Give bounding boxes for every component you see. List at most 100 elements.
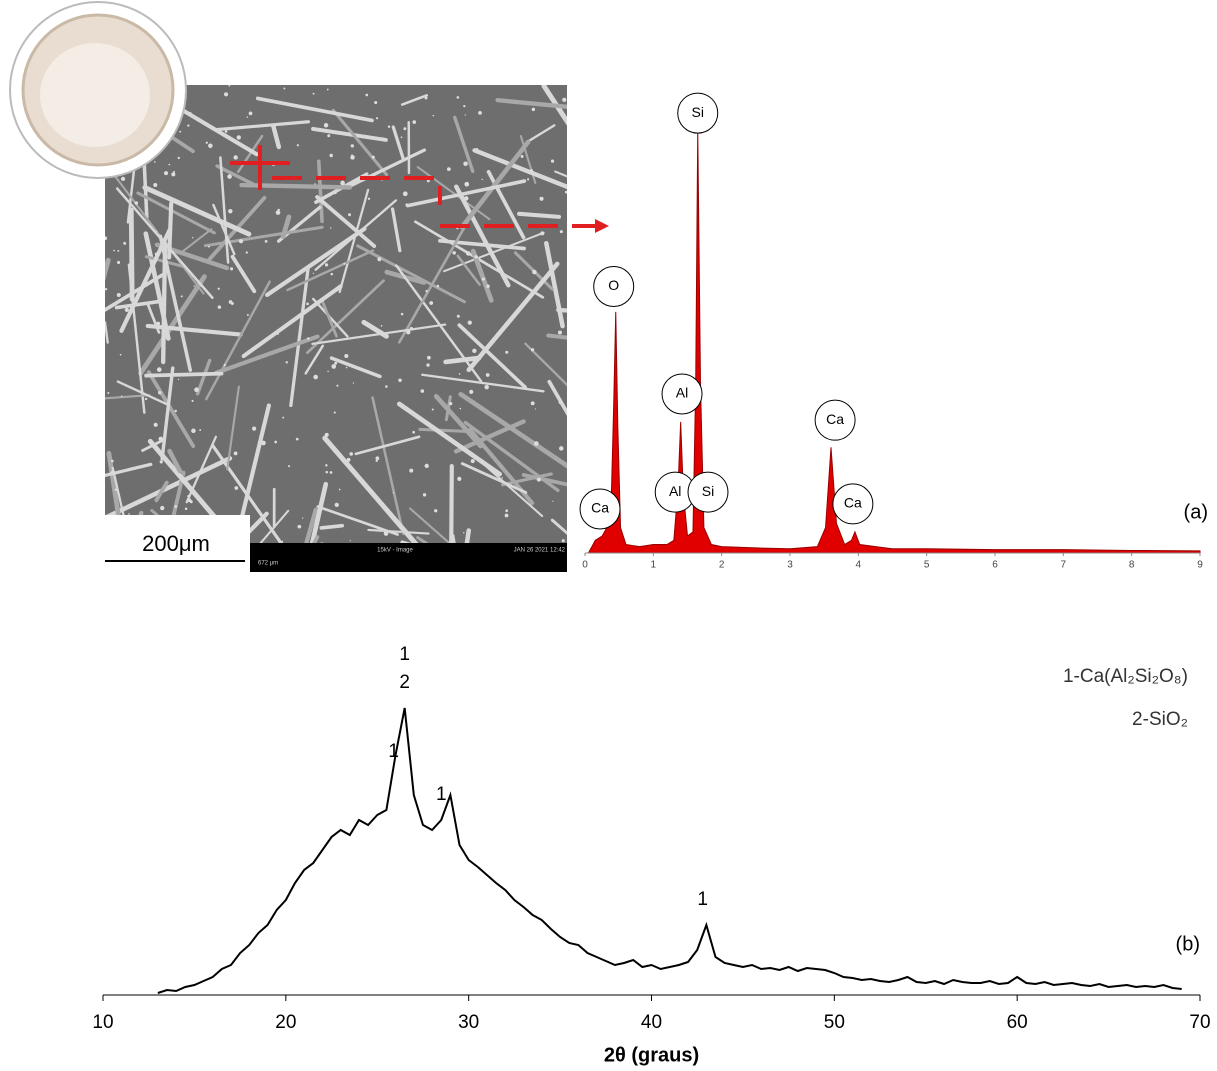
sem-particle (288, 465, 290, 467)
sem-particle (160, 460, 163, 463)
sem-particle (105, 288, 107, 290)
x-tick-label: 20 (275, 1012, 296, 1033)
sem-particle (325, 433, 329, 437)
sem-particle (335, 503, 339, 507)
sem-particle (330, 471, 333, 474)
sem-particle (206, 142, 208, 144)
sem-particle (409, 469, 413, 473)
peak-label: 1 (697, 889, 708, 910)
sem-particle (249, 112, 253, 116)
sem-particle (230, 267, 233, 270)
sem-particle (155, 252, 159, 256)
sem-particle (265, 240, 268, 243)
sem-particle (327, 89, 329, 91)
sem-particle (481, 179, 482, 180)
sample-powder (40, 43, 150, 147)
sem-particle (540, 231, 544, 235)
sem-particle (218, 288, 220, 290)
sem-particle (156, 230, 157, 231)
x-tick-label: 3 (787, 560, 793, 571)
peak-label: 2 (399, 672, 410, 693)
sem-particle (208, 144, 213, 149)
sem-particle (447, 167, 451, 171)
sem-particle (113, 250, 115, 252)
sem-particle (283, 88, 285, 90)
sem-particle (412, 431, 415, 434)
sem-particle (401, 136, 403, 138)
sem-particle (551, 160, 554, 163)
sem-particle (181, 295, 183, 297)
sem-particle (537, 478, 541, 482)
legend-entry: 2-SiO₂ (1132, 709, 1188, 730)
sem-particle (398, 378, 402, 382)
sem-fibre (558, 310, 689, 318)
sem-particle (145, 398, 147, 400)
sem-particle (190, 112, 192, 114)
sem-particle (374, 101, 377, 104)
sem-particle (486, 285, 490, 289)
peak-label: Ca (844, 495, 862, 511)
sem-particle (469, 390, 473, 394)
sem-particle (174, 505, 177, 508)
sem-particle (344, 354, 348, 358)
sem-particle (297, 525, 301, 529)
sem-particle (393, 492, 394, 493)
sem-particle (228, 209, 232, 213)
sem-particle (531, 401, 535, 405)
sem-particle (425, 464, 429, 468)
sem-particle (565, 191, 568, 194)
peak-label: Si (702, 483, 714, 499)
x-tick-label: 60 (1007, 1012, 1028, 1033)
sem-particle (107, 392, 109, 394)
sem-particle (222, 133, 223, 134)
peak-label: 1 (388, 741, 399, 762)
sem-particle (478, 111, 482, 115)
sem-particle (117, 250, 119, 252)
sem-particle (540, 197, 544, 201)
sem-particle (505, 514, 509, 518)
sem-particle (489, 172, 491, 174)
sem-particle (174, 410, 176, 412)
sem-particle (324, 123, 328, 127)
sem-particle (471, 459, 475, 463)
peak-label: Al (669, 483, 681, 499)
sem-particle (405, 203, 408, 206)
sem-particle (247, 314, 249, 316)
sem-particle (282, 417, 284, 419)
sem-particle (560, 230, 563, 233)
sem-particle (558, 330, 562, 334)
sem-particle (224, 92, 228, 96)
sem-particle (334, 362, 337, 365)
sem-particle (377, 257, 381, 261)
sem-particle (426, 363, 429, 366)
sem-particle (365, 94, 368, 97)
sem-particle (334, 192, 336, 194)
sem-particle (302, 518, 303, 519)
sem-particle (178, 157, 180, 159)
sem-particle (199, 429, 201, 431)
sem-particle (385, 508, 388, 511)
sem-particle (274, 441, 277, 444)
sem-particle (247, 116, 248, 117)
sem-particle (348, 213, 351, 216)
peak-label: Si (692, 104, 704, 120)
sem-particle (531, 348, 534, 351)
sem-particle (460, 408, 462, 410)
x-tick-label: 9 (1197, 560, 1203, 571)
sem-particle (376, 460, 378, 462)
sem-particle (349, 452, 353, 456)
sem-particle (464, 196, 468, 200)
sem-particle (457, 315, 460, 318)
sem-particle (282, 541, 284, 543)
sem-particle (234, 486, 238, 490)
sem-particle (239, 239, 243, 243)
sem-particle (562, 539, 565, 542)
sem-particle (353, 382, 354, 383)
sem-particle (339, 489, 341, 491)
sem-particle (325, 263, 328, 266)
sem-particle (194, 285, 195, 286)
sem-particle (185, 507, 188, 510)
sem-particle (115, 489, 117, 491)
sem-fibre (321, 526, 342, 528)
sem-particle (457, 477, 461, 481)
